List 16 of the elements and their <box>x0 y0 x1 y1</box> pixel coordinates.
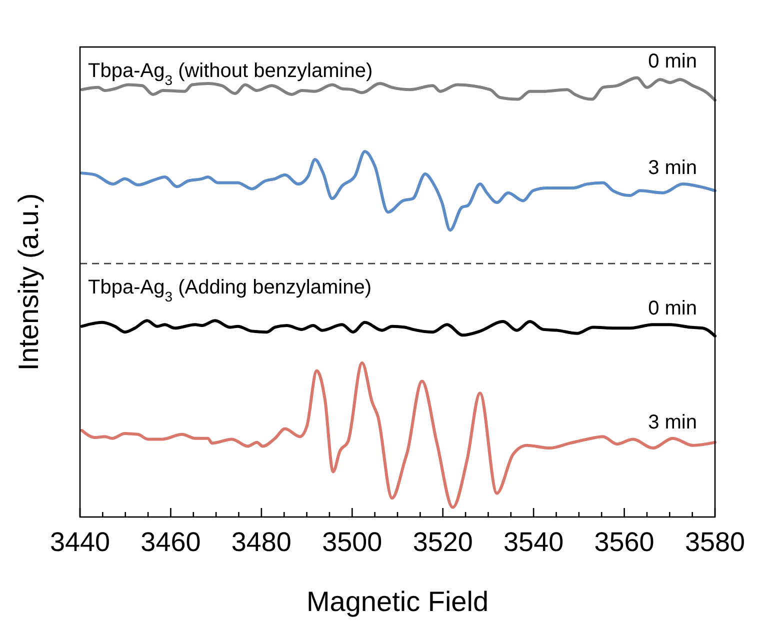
annotation: Tbpa-Ag$_{3}$ (without benzylamine) <box>88 60 373 88</box>
x-tick-label: 3500 <box>322 527 382 557</box>
x-tick-label: 3460 <box>140 527 201 557</box>
series-label: 3 min <box>648 157 697 180</box>
annotation: Tbpa-Ag$_{3}$ (Adding benzylamine) <box>88 276 372 305</box>
series-label: 0 min <box>648 298 697 320</box>
x-tick-label: 3580 <box>684 527 746 557</box>
x-tick-label: 3540 <box>504 527 564 557</box>
series-label: 3 min <box>648 411 697 434</box>
x-axis-title: Magnetic Field <box>306 586 489 617</box>
x-tick-label: 3520 <box>412 527 473 557</box>
x-tick-label: 3480 <box>231 527 292 557</box>
x-tick-label: 3560 <box>594 527 654 557</box>
y-axis-title: Intensity (a.u.) <box>13 193 44 371</box>
x-tick-label: 3440 <box>50 527 110 557</box>
series-label: 0 min <box>648 50 697 73</box>
